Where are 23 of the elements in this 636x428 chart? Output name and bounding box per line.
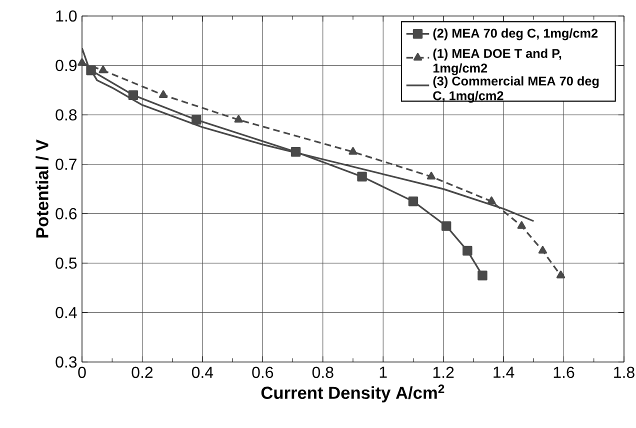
x-axis-title: Current Density A/cm$^{2}$ [261,384,444,402]
x-tick-label: 0.8 [312,366,334,378]
x-tick-label: 1.8 [614,366,634,378]
legend-label: (3) Commercial MEA 70 deg C, 1mg/cm2 [433,76,599,103]
y-tick-label: 0.6 [56,208,77,220]
y-tick-label: 0.5 [56,257,77,269]
y-tick-label: 0.7 [56,158,76,170]
legend-label: (1) MEA DOE T and P, 1mg/cm2 [433,48,562,76]
y-tick-label: 0.8 [56,109,77,121]
x-tick-label: 0.4 [192,366,214,378]
legend-label: (2) MEA 70 deg C, 1mg/cm2 [433,28,598,40]
y-tick-label: 0.3 [56,356,77,368]
x-tick-label: 0.2 [132,366,153,378]
x-tick-label: 0.6 [252,366,274,378]
y-tick-label: 1.0 [56,10,77,22]
x-tick-label: 0 [78,366,86,378]
y-tick-label: 0.4 [56,306,77,318]
y-axis-title: Potential / V [36,140,49,238]
x-tick-label: 1.6 [554,366,574,378]
x-tick-label: 1.2 [433,366,454,378]
y-tick-label: 0.9 [56,60,77,72]
x-tick-label: 1.4 [494,366,514,378]
x-tick-label: 1 [380,366,387,378]
